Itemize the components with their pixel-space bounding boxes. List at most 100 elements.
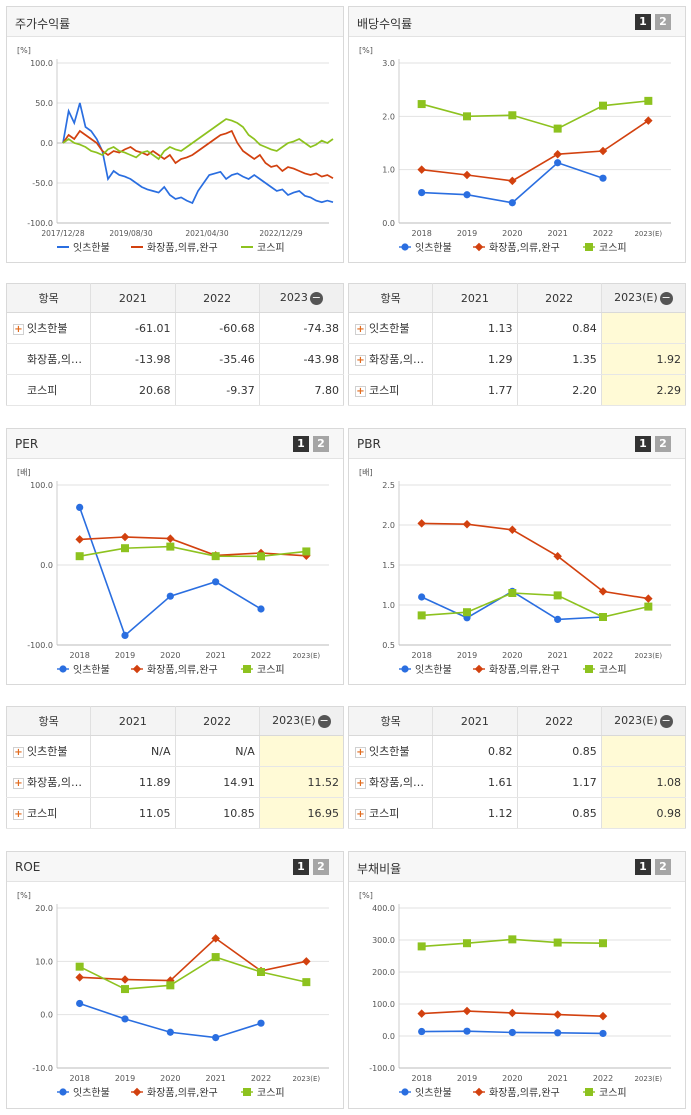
table-cell: 1.77: [432, 374, 517, 406]
panel-dividend-yield: 배당수익률 1 2 [%] 3.0 2.0 1.0 0.0 2018 2019 2020 202…: [348, 6, 686, 263]
page-2-button[interactable]: 2: [655, 436, 671, 452]
expand-plus-icon[interactable]: +: [355, 354, 366, 366]
row-label-text: 화장품,의…: [369, 776, 424, 789]
table-header-row: 항목 2021 2022 2023(E) −: [6, 706, 344, 736]
y-tick-label: -100.0: [369, 1064, 395, 1073]
page-2-button[interactable]: 2: [313, 859, 329, 875]
table-cell: 14.91: [174, 766, 260, 798]
expand-plus-icon[interactable]: +: [13, 323, 24, 335]
expand-plus-icon[interactable]: +: [13, 777, 24, 789]
expand-plus-icon[interactable]: +: [355, 385, 366, 397]
expand-plus-icon[interactable]: +: [355, 323, 366, 335]
data-point: [257, 968, 265, 976]
data-point: [599, 939, 607, 948]
collapse-column-icon[interactable]: −: [659, 290, 673, 305]
collapse-column-icon[interactable]: −: [317, 713, 331, 728]
expand-plus-icon[interactable]: +: [355, 746, 366, 758]
panel-header: 주가수익률: [7, 7, 343, 37]
y-tick-label: 0.0: [40, 139, 53, 148]
y-tick-label: 1.0: [382, 601, 395, 610]
data-point: [462, 519, 472, 529]
collapse-column-icon[interactable]: −: [659, 713, 673, 728]
expand-plus-icon[interactable]: +: [355, 777, 366, 789]
data-point: [508, 935, 517, 944]
table-cell: -61.01: [90, 312, 175, 344]
series-line: [421, 592, 649, 618]
page-2-button[interactable]: 2: [313, 436, 329, 452]
stock-return-table: 항목 2021 2022 2023− + 잇츠한불 -61.01 -60.68 -74.38 화장…: [6, 283, 344, 406]
column-header-label: 2021: [118, 714, 147, 728]
column-header: 2021: [90, 283, 175, 313]
row-label: 화장품,의…: [6, 343, 91, 375]
x-tick-label: 2020: [502, 229, 522, 238]
row-label[interactable]: + 코스피: [348, 374, 433, 406]
data-point: [212, 1034, 220, 1042]
axis-unit: [배]: [359, 468, 373, 477]
data-point: [166, 542, 175, 551]
table-cell: 0.82: [432, 735, 517, 767]
expand-plus-icon[interactable]: +: [13, 808, 24, 820]
y-tick-label: -100.0: [27, 641, 53, 650]
panel-header: ROE 1 2: [7, 852, 343, 882]
row-label[interactable]: + 잇츠한불: [348, 735, 433, 767]
x-tick-label: 2022: [593, 651, 613, 660]
table-cell: 1.12: [432, 797, 517, 829]
data-point: [121, 544, 129, 553]
page-1-button[interactable]: 1: [293, 859, 309, 875]
page-2-button[interactable]: 2: [655, 14, 671, 30]
data-point: [599, 174, 607, 182]
y-tick-label: 20.0: [35, 904, 53, 913]
data-point: [463, 608, 471, 617]
legend-label: 화장품,의류,완구: [147, 242, 218, 254]
column-header-label: 항목: [380, 292, 401, 305]
panel-title: PBR: [357, 437, 381, 451]
page-1-button[interactable]: 1: [293, 436, 309, 452]
row-label[interactable]: + 화장품,의…: [348, 766, 433, 798]
series-line: [421, 119, 649, 182]
data-point: [508, 1028, 516, 1037]
row-label[interactable]: + 잇츠한불: [6, 735, 91, 767]
panel-title: 배당수익률: [357, 17, 413, 31]
data-point: [212, 578, 220, 586]
x-tick-label: 2023(E): [634, 652, 662, 660]
page-1-button[interactable]: 1: [635, 436, 651, 452]
legend-label: 화장품,의류,완구: [147, 664, 218, 676]
y-tick-label: 2.5: [382, 481, 395, 490]
row-label[interactable]: + 코스피: [348, 797, 433, 829]
per-table: 항목 2021 2022 2023(E) − + 잇츠한불 N/A N/A + 화장품,의… 11.8…: [6, 706, 344, 829]
panel-debt-ratio: 부채비율 1 2 [%] 400.0 300.0 200.0 100.0 0.0 -100.…: [348, 851, 686, 1109]
table-header-row: 항목 2021 2022 2023(E) −: [348, 283, 686, 313]
legend-label: 코스피: [599, 1087, 627, 1099]
data-point: [166, 534, 175, 543]
row-label-text: 화장품,의…: [27, 776, 82, 789]
legend-label: 화장품,의류,완구: [489, 242, 560, 254]
table-header-row: 항목 2021 2022 2023(E) −: [348, 706, 686, 736]
expand-plus-icon[interactable]: +: [13, 746, 24, 758]
expand-plus-icon[interactable]: +: [355, 808, 366, 820]
axis-unit: [%]: [17, 46, 31, 55]
table-cell: 16.95: [258, 797, 344, 829]
row-label[interactable]: + 잇츠한불: [6, 312, 91, 344]
page-1-button[interactable]: 1: [635, 859, 651, 875]
x-tick-label: 2021/04/30: [185, 229, 228, 238]
chart-svg: [배] 2.5 2.0 1.5 1.0 0.5 2018 2019 2020 2021 2022 20…: [359, 468, 671, 676]
data-point: [211, 552, 220, 561]
data-point: [76, 999, 84, 1008]
row-label[interactable]: + 코스피: [6, 797, 91, 829]
panel-title: ROE: [15, 860, 41, 874]
data-point: [257, 1019, 265, 1027]
data-point: [463, 191, 471, 199]
row-label[interactable]: + 화장품,의…: [6, 766, 91, 798]
column-header-label: 2022: [545, 714, 574, 728]
page-1-button[interactable]: 1: [635, 14, 651, 30]
page-2-button[interactable]: 2: [655, 859, 671, 875]
row-label[interactable]: + 화장품,의…: [348, 343, 433, 375]
panel-title: 부채비율: [357, 862, 402, 876]
data-point: [553, 551, 562, 561]
data-point: [644, 116, 653, 125]
table-cell: -9.37: [174, 374, 260, 406]
row-label[interactable]: + 잇츠한불: [348, 312, 433, 344]
data-point: [76, 503, 84, 511]
data-point: [463, 112, 471, 121]
collapse-column-icon[interactable]: −: [309, 290, 323, 305]
